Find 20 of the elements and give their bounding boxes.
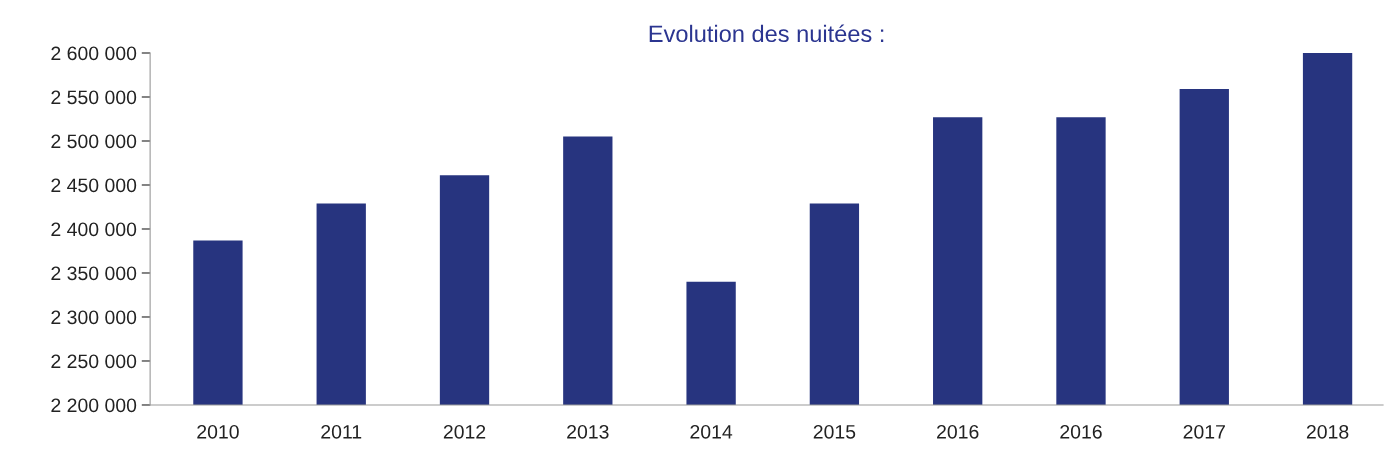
y-tick-label: 2 500 000: [51, 134, 137, 149]
x-tick-label: 2010: [197, 424, 239, 439]
y-tick-label: 2 400 000: [51, 222, 137, 237]
y-tick-label: 2 300 000: [51, 310, 137, 325]
x-tick-label: 2013: [567, 424, 609, 439]
x-tick-label: 2011: [321, 424, 362, 439]
y-tick-label: 2 600 000: [51, 46, 137, 61]
x-tick-label: 2015: [813, 424, 856, 439]
y-tick-label: 2 250 000: [51, 354, 137, 369]
y-tick-label: 2 450 000: [51, 178, 137, 193]
y-tick-label: 2 350 000: [51, 266, 137, 281]
x-tick-label: 2016: [1060, 424, 1102, 439]
x-tick-label: 2012: [443, 424, 486, 439]
y-tick-label: 2 200 000: [51, 398, 137, 413]
y-tick-label: 2 550 000: [51, 90, 137, 105]
chart-title: Evolution des nuitées :: [649, 24, 884, 43]
x-tick-label: 2014: [690, 424, 733, 439]
x-tick-label: 2016: [937, 424, 979, 439]
x-tick-label: 2017: [1183, 424, 1225, 439]
x-tick-label: 2018: [1306, 424, 1349, 439]
